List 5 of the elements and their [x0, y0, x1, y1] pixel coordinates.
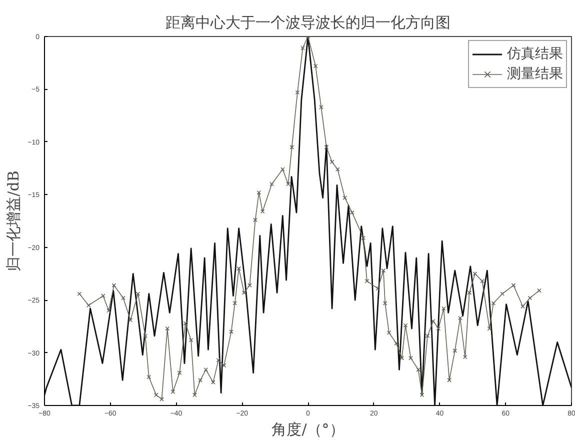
- chart-title: 距离中心大于一个波导波长的归一化方向图: [166, 14, 450, 32]
- y-axis-title: 归一化增益/dB: [4, 170, 23, 272]
- legend-label: 仿真结果: [507, 45, 563, 63]
- legend-label: 测量结果: [507, 65, 563, 83]
- x-axis-title: 角度/（°）: [272, 420, 344, 438]
